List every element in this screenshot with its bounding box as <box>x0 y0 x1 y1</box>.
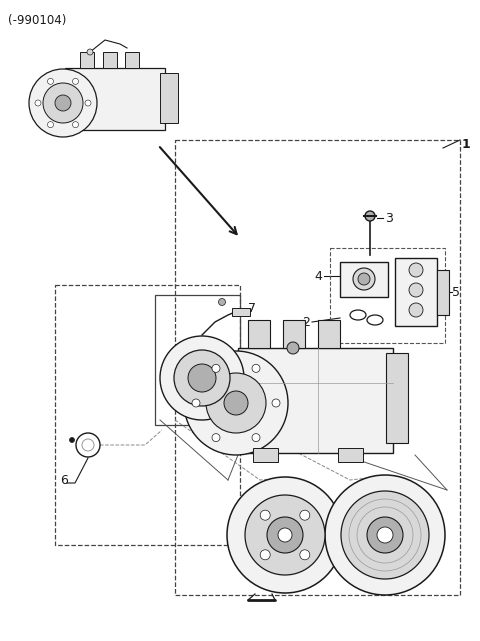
Circle shape <box>48 122 53 128</box>
Circle shape <box>357 507 413 563</box>
Circle shape <box>85 100 91 106</box>
Text: 2: 2 <box>302 315 310 328</box>
Bar <box>160 73 178 123</box>
Circle shape <box>300 510 310 520</box>
Circle shape <box>29 69 97 137</box>
Circle shape <box>349 499 421 571</box>
Text: 4: 4 <box>314 269 322 283</box>
Bar <box>340 262 388 297</box>
Bar <box>103 52 117 68</box>
Text: 3: 3 <box>385 212 393 224</box>
Bar <box>55 285 240 545</box>
Circle shape <box>325 475 445 595</box>
Circle shape <box>212 434 220 442</box>
Circle shape <box>409 303 423 317</box>
Bar <box>125 52 139 68</box>
Circle shape <box>267 517 303 553</box>
Circle shape <box>218 299 226 306</box>
Circle shape <box>48 78 53 85</box>
Circle shape <box>252 434 260 442</box>
Bar <box>253 448 278 462</box>
Bar <box>248 320 270 348</box>
Bar <box>338 448 363 462</box>
Bar <box>238 348 393 453</box>
Circle shape <box>367 517 403 553</box>
Circle shape <box>252 364 260 372</box>
Circle shape <box>192 399 200 407</box>
Bar <box>318 320 340 348</box>
Bar <box>232 308 250 316</box>
Circle shape <box>377 527 393 543</box>
Text: 1: 1 <box>462 138 471 151</box>
Bar <box>155 295 240 425</box>
Circle shape <box>409 283 423 297</box>
Bar <box>175 140 460 595</box>
Circle shape <box>287 342 299 354</box>
Bar <box>395 258 437 326</box>
Circle shape <box>358 273 370 285</box>
Circle shape <box>188 364 216 392</box>
Circle shape <box>160 336 244 420</box>
Bar <box>65 68 165 130</box>
Circle shape <box>206 373 266 433</box>
Circle shape <box>278 528 292 542</box>
Text: 5: 5 <box>452 285 460 299</box>
Circle shape <box>365 211 375 221</box>
Circle shape <box>245 495 325 575</box>
Circle shape <box>72 78 79 85</box>
Text: 6: 6 <box>60 474 68 487</box>
Circle shape <box>212 364 220 372</box>
Circle shape <box>224 391 248 415</box>
Circle shape <box>272 399 280 407</box>
Circle shape <box>87 49 93 55</box>
Circle shape <box>300 550 310 560</box>
Text: 7: 7 <box>248 301 256 315</box>
Circle shape <box>35 100 41 106</box>
Circle shape <box>260 510 270 520</box>
Bar <box>80 52 94 68</box>
Text: (-990104): (-990104) <box>8 14 66 27</box>
Circle shape <box>70 438 74 442</box>
Circle shape <box>43 83 83 123</box>
Bar <box>437 270 449 315</box>
Circle shape <box>260 550 270 560</box>
Circle shape <box>341 491 429 579</box>
Bar <box>386 353 408 443</box>
Bar <box>283 320 305 348</box>
Circle shape <box>184 351 288 455</box>
Ellipse shape <box>353 268 375 290</box>
Circle shape <box>174 350 230 406</box>
Bar <box>330 248 445 343</box>
Circle shape <box>227 477 343 593</box>
Circle shape <box>55 95 71 111</box>
Circle shape <box>409 263 423 277</box>
Circle shape <box>72 122 79 128</box>
